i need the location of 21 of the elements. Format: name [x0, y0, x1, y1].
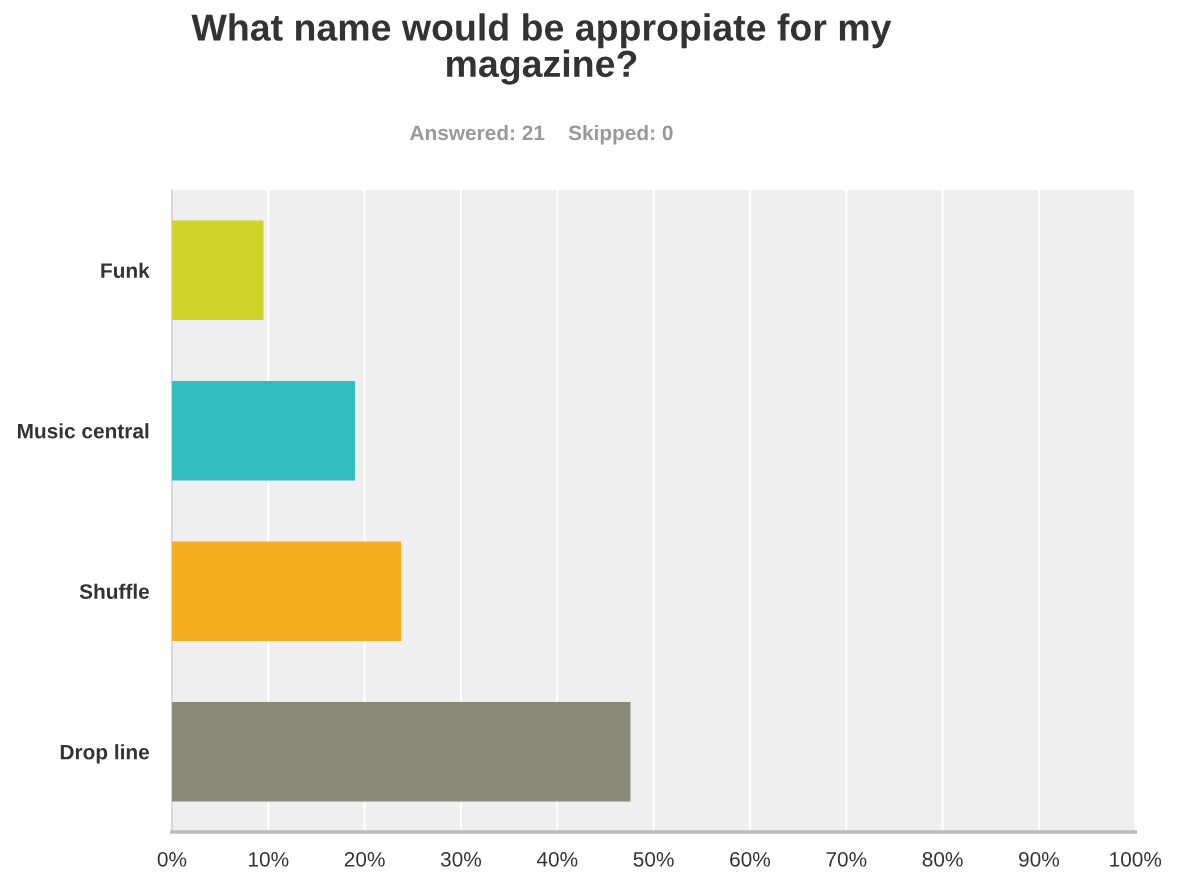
x-tick-label: 60% [730, 851, 771, 867]
x-tick-label: 0% [157, 851, 187, 867]
x-tick-label: 50% [633, 851, 674, 867]
bar [171, 541, 402, 641]
chart-subtitle: Answered: 21 Skipped: 0 [409, 124, 673, 145]
x-tick-label: 100% [1110, 851, 1162, 867]
x-tick-label: 10% [249, 851, 289, 867]
x-tick-label: 80% [922, 851, 963, 867]
bar [171, 701, 631, 802]
y-tick-label: Drop line [60, 744, 150, 764]
x-tick-label: 40% [536, 851, 578, 867]
y-tick-label: Funk [101, 262, 150, 278]
x-tick-label: 30% [440, 851, 482, 867]
y-tick-label: Music central [17, 423, 149, 439]
x-tick-label: 70% [826, 851, 867, 867]
x-tick-label: 20% [344, 851, 385, 867]
bar [171, 380, 355, 481]
bar [171, 220, 264, 320]
y-tick-label: Shuffle [79, 583, 150, 599]
x-tick-label: 90% [1019, 851, 1060, 867]
chart-title: What name would be appropiate for my magazine? [191, 13, 892, 85]
